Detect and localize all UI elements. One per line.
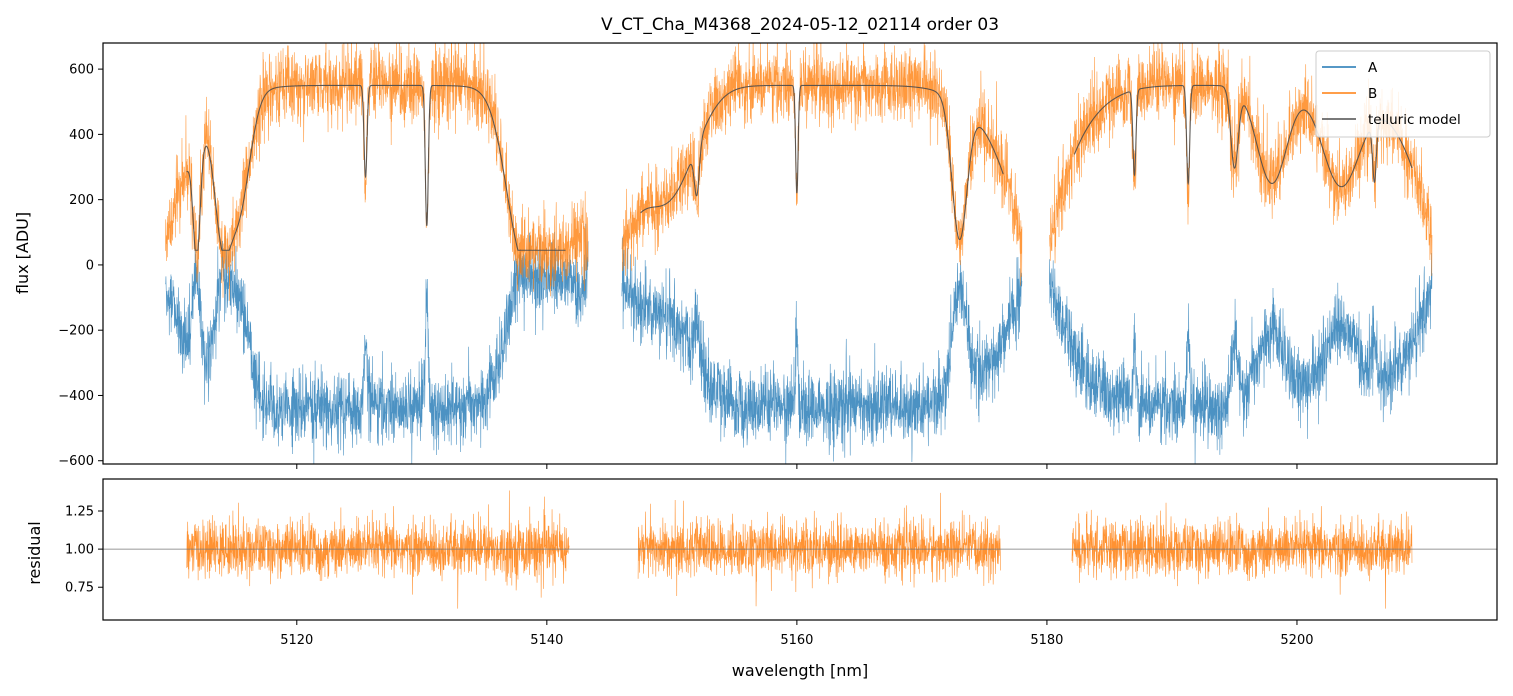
legend-box (1315, 50, 1491, 138)
flux-y-tick-label: −400 (58, 389, 94, 404)
residual-segment (637, 492, 1001, 607)
residual-y-tick-label: 0.75 (65, 581, 94, 596)
residual-line (186, 490, 1413, 609)
residual-x-tick-label: 5140 (530, 633, 563, 648)
flux-y-ticks: −600 −400 −200 0 200 400 600 (58, 63, 103, 469)
residual-x-tick-label: 5180 (1030, 633, 1063, 648)
flux-y-tick-label: 200 (69, 193, 94, 208)
residual-segment (186, 490, 570, 609)
telluric-model-line (186, 84, 1413, 251)
legend-label-a: A (1368, 60, 1378, 76)
series-a-segment (621, 236, 1023, 464)
residual-x-tick-label: 5160 (780, 633, 813, 648)
residual-x-ticks: 5120 5140 5160 5180 5200 (280, 620, 1314, 648)
series-a-segment (1049, 253, 1433, 464)
residual-y-tick-label: 1.25 (65, 505, 94, 520)
series-b-segment (165, 43, 589, 301)
flux-axes-frame (102, 42, 1498, 465)
legend-label-telluric: telluric model (1368, 112, 1461, 128)
residual-y-tick-label: 1.00 (65, 543, 94, 558)
residual-panel: 0.75 1.00 1.25 5120 5140 5160 5180 5200 residu… (25, 478, 1498, 680)
x-axis-label: wavelength [nm] (732, 661, 869, 680)
residual-x-tick-label: 5200 (1280, 633, 1313, 648)
series-a-line (165, 223, 1433, 464)
residual-y-ticks: 0.75 1.00 1.25 (65, 505, 103, 596)
flux-y-axis-label: flux [ADU] (13, 212, 32, 294)
legend: A B telluric model (1315, 50, 1491, 138)
flux-x-ticks (296, 464, 1298, 469)
legend-label-b: B (1368, 86, 1377, 102)
telluric-model-segment (186, 84, 566, 251)
flux-y-tick-label: −600 (58, 454, 94, 469)
flux-y-tick-label: 400 (69, 128, 94, 143)
chart-title: V_CT_Cha_M4368_2024-05-12_02114 order 03 (601, 15, 999, 35)
flux-y-tick-label: 0 (86, 258, 94, 273)
residual-y-axis-label: residual (25, 521, 44, 584)
residual-segment (1071, 502, 1413, 609)
telluric-model-segment (1073, 84, 1413, 188)
flux-panel: −600 −400 −200 0 200 400 600 flux [ADU] A B te… (13, 42, 1498, 469)
series-b-line (165, 43, 1433, 301)
flux-y-tick-label: 600 (69, 63, 94, 78)
series-b-segment (621, 43, 1023, 286)
telluric-model-segment (640, 84, 1004, 241)
flux-y-tick-label: −200 (58, 324, 94, 339)
residual-x-tick-label: 5120 (280, 633, 313, 648)
